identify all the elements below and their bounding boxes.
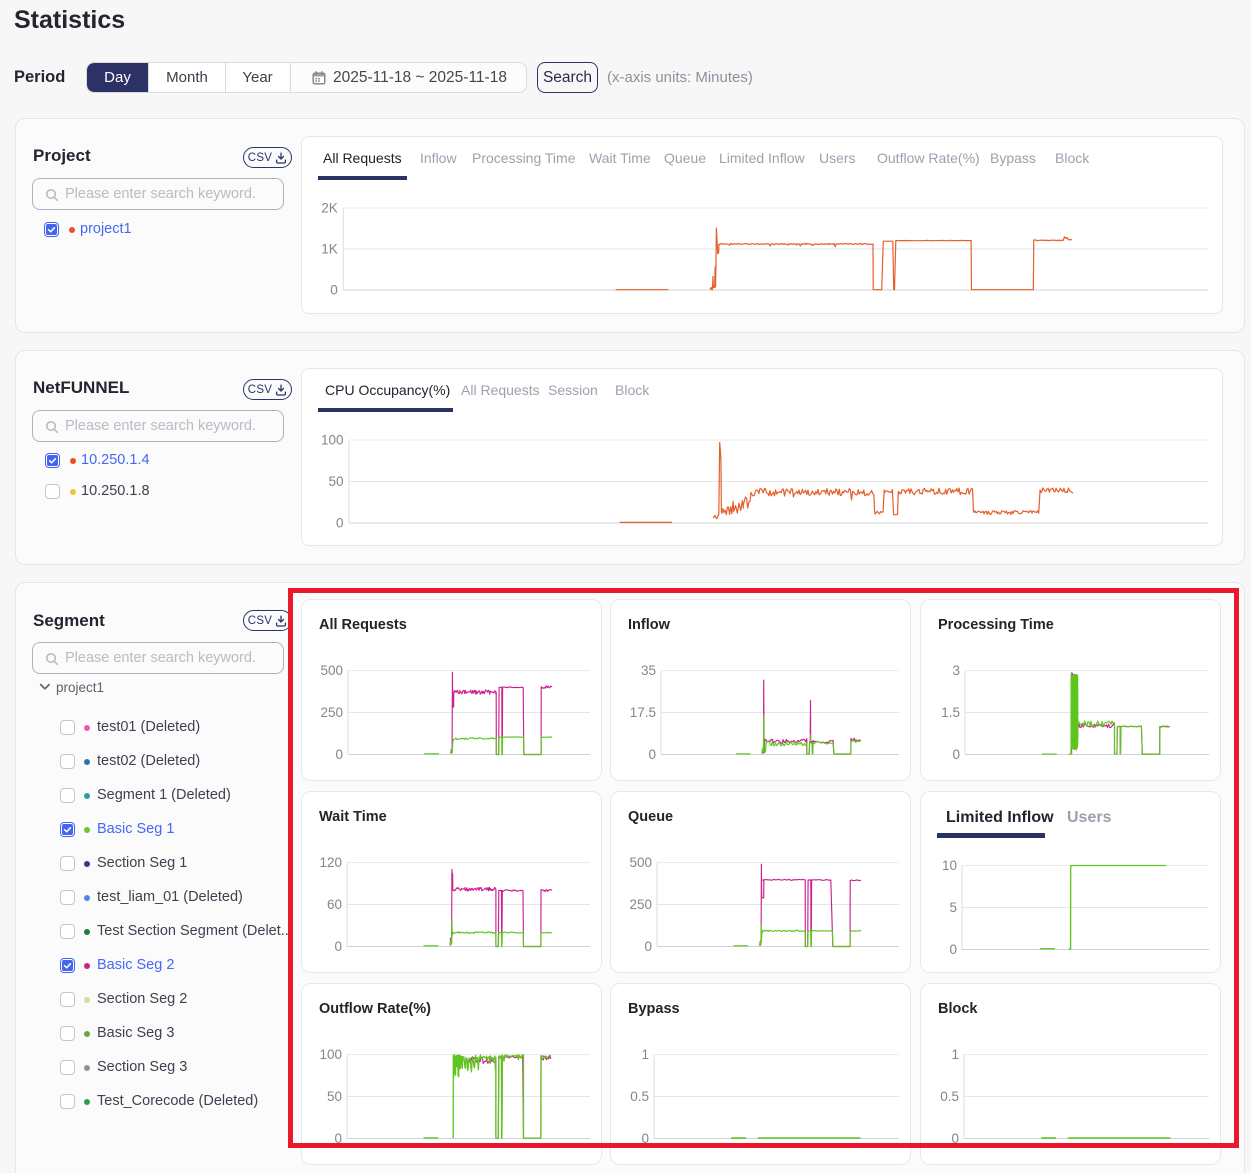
svg-text:35: 35	[641, 663, 656, 678]
svg-text:5: 5	[949, 900, 957, 915]
svg-text:1: 1	[951, 1047, 959, 1062]
svg-text:0.5: 0.5	[630, 1089, 649, 1104]
svg-text:0: 0	[336, 516, 344, 531]
svg-text:250: 250	[320, 705, 343, 720]
svg-text:0: 0	[335, 747, 343, 762]
svg-text:1.5: 1.5	[941, 705, 960, 720]
svg-text:0: 0	[644, 939, 652, 954]
svg-text:10: 10	[942, 858, 957, 873]
svg-text:2K: 2K	[321, 201, 338, 216]
svg-text:120: 120	[319, 855, 342, 870]
svg-text:50: 50	[327, 1089, 342, 1104]
svg-text:0: 0	[952, 747, 960, 762]
svg-text:3: 3	[952, 663, 960, 678]
svg-text:1K: 1K	[321, 242, 338, 257]
svg-text:0: 0	[949, 942, 957, 957]
svg-text:1: 1	[641, 1047, 649, 1062]
svg-text:0: 0	[334, 939, 342, 954]
svg-text:250: 250	[629, 897, 652, 912]
svg-text:100: 100	[321, 433, 344, 448]
svg-text:0: 0	[334, 1131, 342, 1146]
svg-text:500: 500	[320, 663, 343, 678]
svg-text:0: 0	[641, 1131, 649, 1146]
svg-text:60: 60	[327, 897, 342, 912]
svg-text:500: 500	[629, 855, 652, 870]
svg-text:0: 0	[648, 747, 656, 762]
svg-text:50: 50	[328, 474, 343, 489]
svg-text:17.5: 17.5	[630, 705, 656, 720]
svg-text:0.5: 0.5	[940, 1089, 959, 1104]
svg-text:0: 0	[330, 283, 338, 298]
svg-text:0: 0	[951, 1131, 959, 1146]
svg-text:100: 100	[319, 1047, 342, 1062]
